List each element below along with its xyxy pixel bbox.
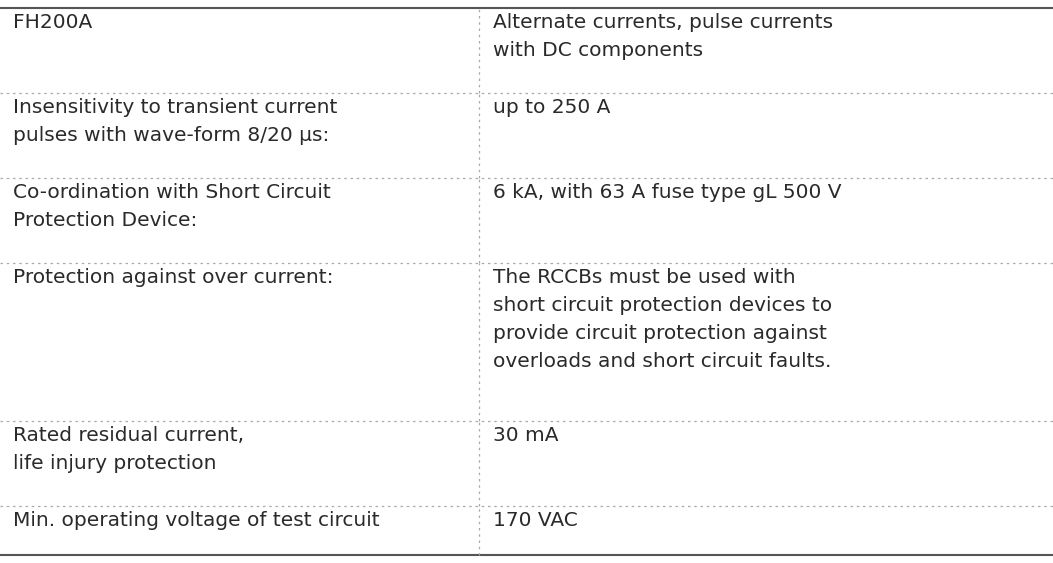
Text: The RCCBs must be used with
short circuit protection devices to
provide circuit : The RCCBs must be used with short circui… [493,269,832,372]
Text: FH200A: FH200A [13,14,92,33]
Text: 6 kA, with 63 A fuse type gL 500 V: 6 kA, with 63 A fuse type gL 500 V [493,184,841,202]
Text: Insensitivity to transient current
pulses with wave-form 8/20 μs:: Insensitivity to transient current pulse… [13,99,337,145]
Text: Co-ordination with Short Circuit
Protection Device:: Co-ordination with Short Circuit Protect… [13,184,331,230]
Text: 30 mA: 30 mA [493,426,558,445]
Text: 170 VAC: 170 VAC [493,511,577,530]
Text: up to 250 A: up to 250 A [493,99,610,118]
Text: Rated residual current,
life injury protection: Rated residual current, life injury prot… [13,426,243,473]
Text: Alternate currents, pulse currents
with DC components: Alternate currents, pulse currents with … [493,14,833,60]
Text: Min. operating voltage of test circuit: Min. operating voltage of test circuit [13,511,379,530]
Text: Protection against over current:: Protection against over current: [13,269,333,287]
